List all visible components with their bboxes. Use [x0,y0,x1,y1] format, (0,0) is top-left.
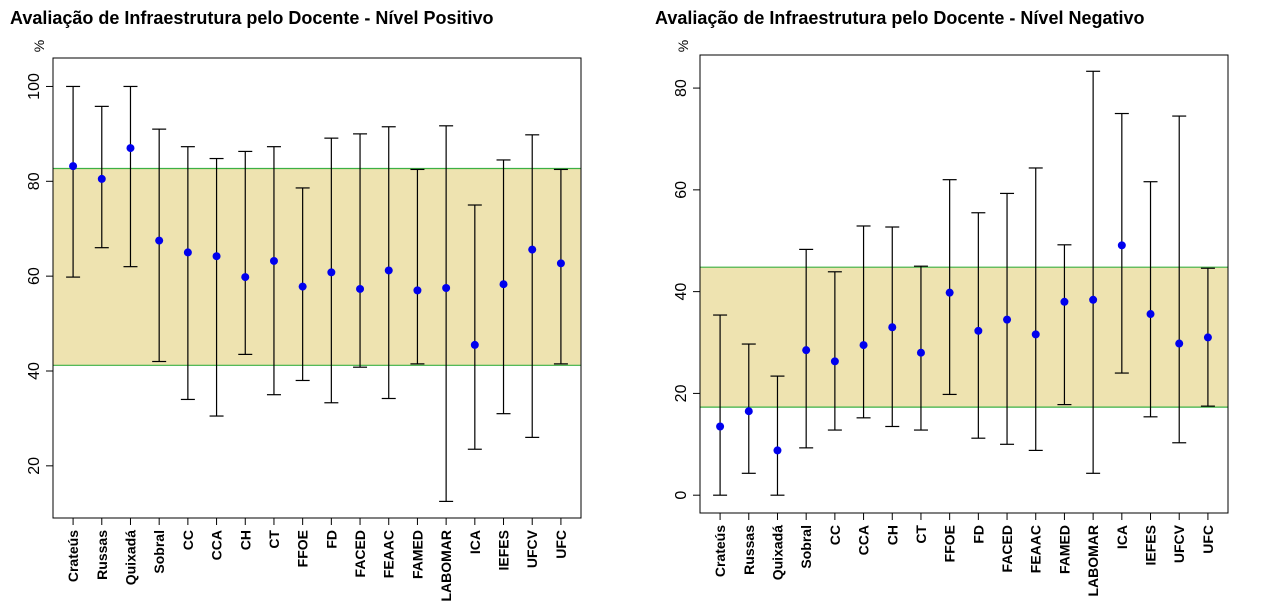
y-tick-label: 40 [26,362,43,380]
y-tick-label: 80 [673,79,690,97]
data-point [126,144,135,153]
x-tick-label: LABOMAR [438,530,454,602]
x-tick-label: UFC [553,530,569,559]
x-tick-label: FACED [352,530,368,577]
x-tick-label: CCA [856,525,872,555]
data-point [298,282,307,291]
data-point [830,357,839,366]
x-tick-label: LABOMAR [1085,525,1101,597]
y-tick-label: 20 [26,457,43,475]
data-point [155,236,164,245]
data-point [97,174,106,183]
x-tick-label: IEFES [496,530,512,570]
x-tick-label: CCA [209,530,225,560]
y-tick-label: 40 [673,283,690,301]
x-tick-label: Quixadá [122,530,138,585]
data-point [499,280,508,289]
x-tick-label: FFOE [295,530,311,567]
x-tick-label: Crateús [65,530,81,582]
data-point [1031,330,1040,339]
plot-frame [699,54,1229,514]
y-tick-label: 60 [26,267,43,285]
x-tick-label: CT [913,525,929,544]
data-point [716,422,725,431]
data-point [974,326,983,335]
x-tick-label: CC [827,525,843,545]
y-axis-label: % [675,40,691,52]
data-point [888,323,897,332]
data-point [356,284,365,293]
y-axis-label: % [31,40,47,52]
x-tick-label: CH [237,530,253,550]
x-tick-label: CH [884,525,900,545]
x-tick-label: Sobral [798,525,814,569]
data-point [916,348,925,357]
reference-band [700,267,1228,408]
x-tick-label: FEAAC [381,530,397,578]
chart-positive-title: Avaliação de Infraestrutura pelo Docente… [10,8,494,28]
x-tick-label: FACED [999,525,1015,572]
data-point [384,266,393,275]
data-point [744,407,753,416]
reference-band [53,168,581,366]
x-tick-label: UFCV [1171,524,1187,563]
y-tick-label: 20 [673,384,690,402]
chart-positive-svg: 20 40 60 80 100% Crateús Russas Quixadá Sobral CC… [26,40,582,602]
x-tick-label: FAMED [1056,525,1072,574]
y-tick-label: 100 [26,73,43,100]
chart-negative-title: Avaliação de Infraestrutura pelo Docente… [655,8,1145,28]
x-tick-label: Quixadá [769,525,785,580]
data-point [1060,297,1069,306]
data-point [183,248,192,257]
plot-frame [52,57,582,519]
x-tick-label: FD [970,525,986,544]
data-point [212,252,221,261]
x-tick-label: CC [180,530,196,550]
data-point [556,259,565,268]
x-tick-label: UFC [1200,525,1216,554]
chart-negative-svg: 0 20 40 60 80% Crateús Russas Quixadá Sobral CC CC… [673,40,1229,597]
data-point [1203,333,1212,342]
x-tick-label: Russas [741,525,757,575]
y-tick-label: 0 [673,491,690,500]
x-tick-label: Russas [94,530,110,580]
data-point [241,273,250,282]
y-tick-label: 60 [673,181,690,199]
x-tick-label: ICA [467,530,483,554]
data-point [945,288,954,297]
x-tick-label: Sobral [151,530,167,574]
x-tick-label: CT [266,530,282,549]
data-point [1003,315,1012,324]
x-tick-label: ICA [1114,525,1130,549]
data-point [269,256,278,265]
data-point [773,446,782,455]
x-tick-label: IEFES [1143,525,1159,565]
data-point [1175,339,1184,348]
data-point [859,341,868,350]
data-point [802,346,811,355]
data-point [442,284,451,292]
data-point [69,162,78,171]
chart-negative-panel: Avaliação de Infraestrutura pelo Docente… [644,0,1288,614]
data-point [470,340,479,349]
data-point [1089,295,1098,304]
x-tick-label: FFOE [942,525,958,562]
chart-positive-panel: Avaliação de Infraestrutura pelo Docente… [10,8,582,602]
data-point [413,286,422,295]
x-tick-label: FAMED [409,530,425,579]
x-tick-label: UFCV [524,529,540,568]
data-point [528,245,537,254]
data-point [1117,241,1126,250]
y-tick-label: 80 [26,172,43,190]
x-tick-label: FD [323,530,339,549]
data-point [327,268,336,277]
x-tick-label: Crateús [712,525,728,577]
x-tick-label: FEAAC [1028,525,1044,573]
data-point [1146,310,1155,319]
